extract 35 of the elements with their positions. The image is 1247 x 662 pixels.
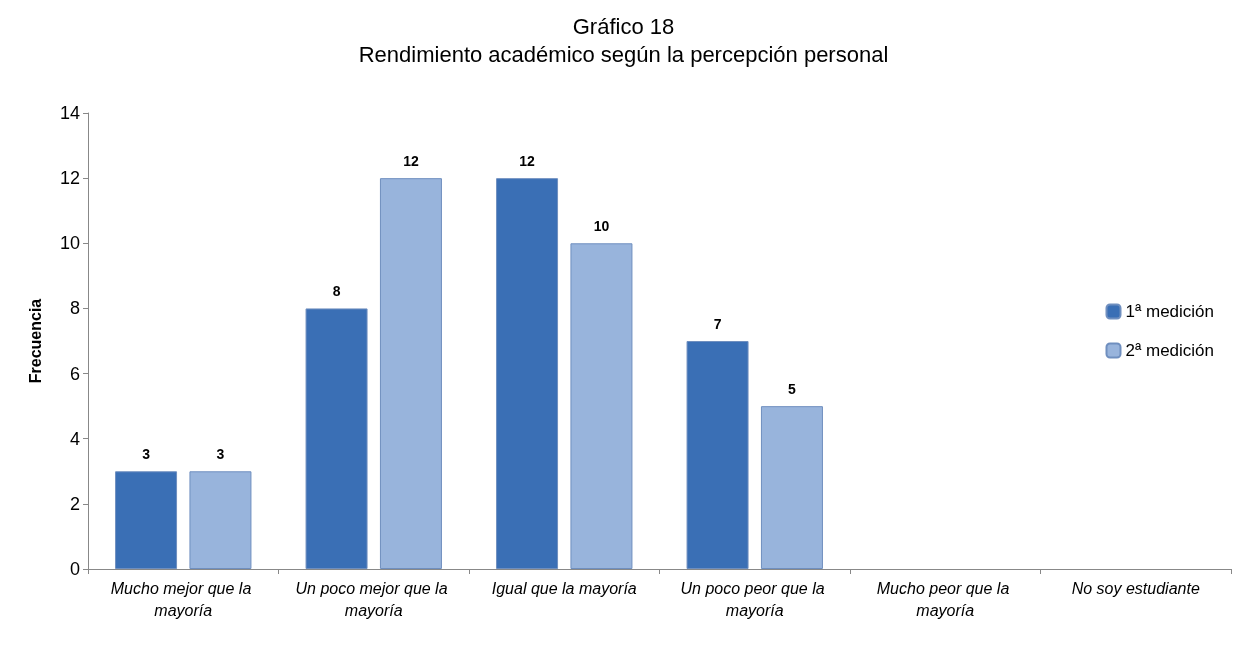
data-label: 3 bbox=[142, 446, 151, 463]
bar bbox=[686, 341, 749, 569]
legend-label: 2ª medición bbox=[1125, 341, 1215, 360]
data-label: 3 bbox=[216, 446, 225, 463]
chart-title: Gráfico 18 bbox=[572, 13, 675, 39]
y-tick-label: 12 bbox=[59, 168, 80, 189]
y-tick-label: 8 bbox=[69, 298, 80, 319]
data-label: 8 bbox=[332, 283, 341, 300]
data-label: 12 bbox=[403, 153, 419, 170]
data-label: 12 bbox=[519, 153, 536, 170]
bar bbox=[379, 178, 442, 569]
x-tick-label: Mucho mejor que la mayoría bbox=[110, 579, 256, 619]
x-tick-label: Un poco mejor que la mayoría bbox=[295, 579, 453, 619]
data-label: 7 bbox=[713, 316, 722, 332]
bar bbox=[189, 471, 252, 569]
bar bbox=[496, 178, 559, 569]
y-tick-label: 14 bbox=[59, 103, 80, 123]
y-tick-label: 6 bbox=[69, 363, 80, 384]
bar bbox=[760, 406, 823, 569]
bar bbox=[115, 471, 178, 569]
x-tick-label: Mucho peor que la mayoría bbox=[876, 579, 1014, 619]
y-axis-title: Frecuencia bbox=[26, 298, 44, 384]
data-label: 5 bbox=[788, 381, 797, 398]
chart-subtitle: Rendimiento académico según la percepción personal bbox=[358, 41, 889, 67]
y-tick-label: 10 bbox=[59, 233, 80, 254]
x-tick-label: Igual que la mayoría bbox=[491, 579, 637, 597]
legend-label: 1ª medición bbox=[1125, 302, 1215, 321]
y-tick-label: 4 bbox=[69, 428, 80, 449]
x-tick-label: Un poco peor que la mayoría bbox=[680, 579, 830, 619]
x-tick-label: No soy estudiante bbox=[1071, 579, 1200, 597]
y-tick-label: 0 bbox=[69, 559, 80, 579]
data-label: 10 bbox=[593, 218, 610, 235]
bar bbox=[305, 308, 368, 569]
bar bbox=[570, 243, 633, 569]
y-tick-label: 2 bbox=[69, 493, 80, 514]
